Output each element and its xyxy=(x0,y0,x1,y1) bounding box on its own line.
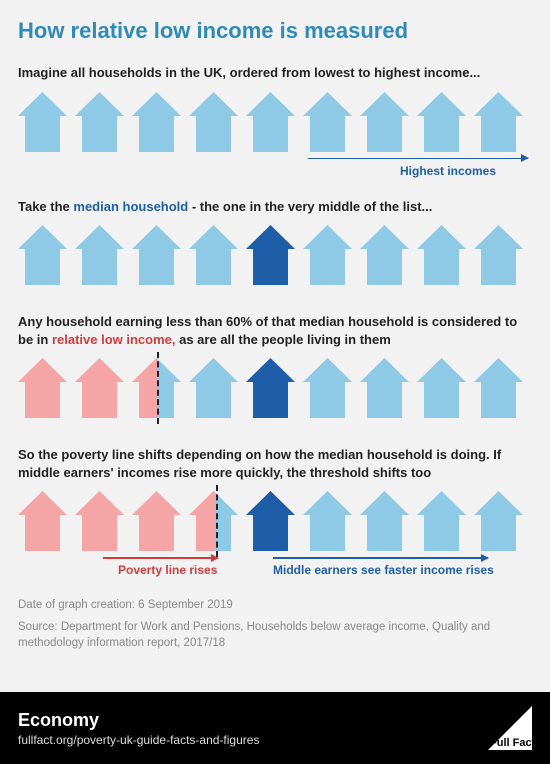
house-icon xyxy=(132,491,181,551)
house-icon xyxy=(246,491,295,551)
section2-row xyxy=(18,225,532,285)
house-icon xyxy=(75,92,124,152)
house-icon xyxy=(246,92,295,152)
poverty-threshold-line xyxy=(216,485,218,557)
house-icon xyxy=(189,358,238,418)
house-icon xyxy=(132,225,181,285)
house-icon xyxy=(189,491,238,551)
section4-text: So the poverty line shifts depending on … xyxy=(18,446,532,481)
section3-row xyxy=(18,358,532,418)
section3-text: Any household earning less than 60% of t… xyxy=(18,313,532,348)
source-line: Source: Department for Work and Pensions… xyxy=(18,619,532,651)
highest-incomes-label: Highest incomes xyxy=(400,164,496,178)
house-icon xyxy=(189,225,238,285)
median-household-em: median household xyxy=(73,199,188,214)
middle-earners-arrow xyxy=(273,557,488,559)
section4-row: Poverty line rises Middle earners see fa… xyxy=(18,491,532,551)
house-icon xyxy=(75,491,124,551)
fullfact-logo: Full Fact xyxy=(472,706,532,750)
house-icon xyxy=(303,491,352,551)
house-icon xyxy=(360,358,409,418)
section2-houses xyxy=(18,225,532,285)
poverty-line-arrow xyxy=(103,557,218,559)
house-icon xyxy=(417,491,466,551)
house-icon xyxy=(18,491,67,551)
house-icon xyxy=(75,358,124,418)
section1-houses xyxy=(18,92,532,152)
house-icon xyxy=(360,92,409,152)
house-icon xyxy=(18,92,67,152)
house-icon xyxy=(360,491,409,551)
house-icon xyxy=(303,92,352,152)
middle-earners-label: Middle earners see faster income rises xyxy=(273,563,494,577)
house-icon xyxy=(417,92,466,152)
section3-houses xyxy=(18,358,532,418)
footer-url: fullfact.org/poverty-uk-guide-facts-and-… xyxy=(18,733,259,747)
house-icon xyxy=(417,225,466,285)
footer-bar: Economy fullfact.org/poverty-uk-guide-fa… xyxy=(0,692,550,764)
svg-text:Full Fact: Full Fact xyxy=(490,737,532,749)
house-icon xyxy=(303,358,352,418)
relative-low-income-em: relative low income, xyxy=(52,332,176,347)
highest-incomes-arrow xyxy=(308,158,528,160)
house-icon xyxy=(132,92,181,152)
house-icon xyxy=(189,92,238,152)
house-icon xyxy=(474,491,523,551)
house-icon xyxy=(303,225,352,285)
page-title: How relative low income is measured xyxy=(18,18,532,44)
house-icon xyxy=(18,358,67,418)
poverty-line-label: Poverty line rises xyxy=(118,563,217,577)
house-icon xyxy=(474,225,523,285)
house-icon xyxy=(360,225,409,285)
footer-category: Economy xyxy=(18,710,259,731)
section2-text: Take the median household - the one in t… xyxy=(18,198,532,216)
house-icon xyxy=(246,358,295,418)
house-icon xyxy=(75,225,124,285)
poverty-threshold-line xyxy=(157,352,159,424)
house-icon xyxy=(246,225,295,285)
house-icon xyxy=(18,225,67,285)
house-icon xyxy=(474,358,523,418)
date-line: Date of graph creation: 6 September 2019 xyxy=(18,597,532,613)
section4-houses xyxy=(18,491,532,551)
section1-text: Imagine all households in the UK, ordere… xyxy=(18,64,532,82)
house-icon xyxy=(417,358,466,418)
section1-row: Highest incomes xyxy=(18,92,532,152)
house-icon xyxy=(474,92,523,152)
